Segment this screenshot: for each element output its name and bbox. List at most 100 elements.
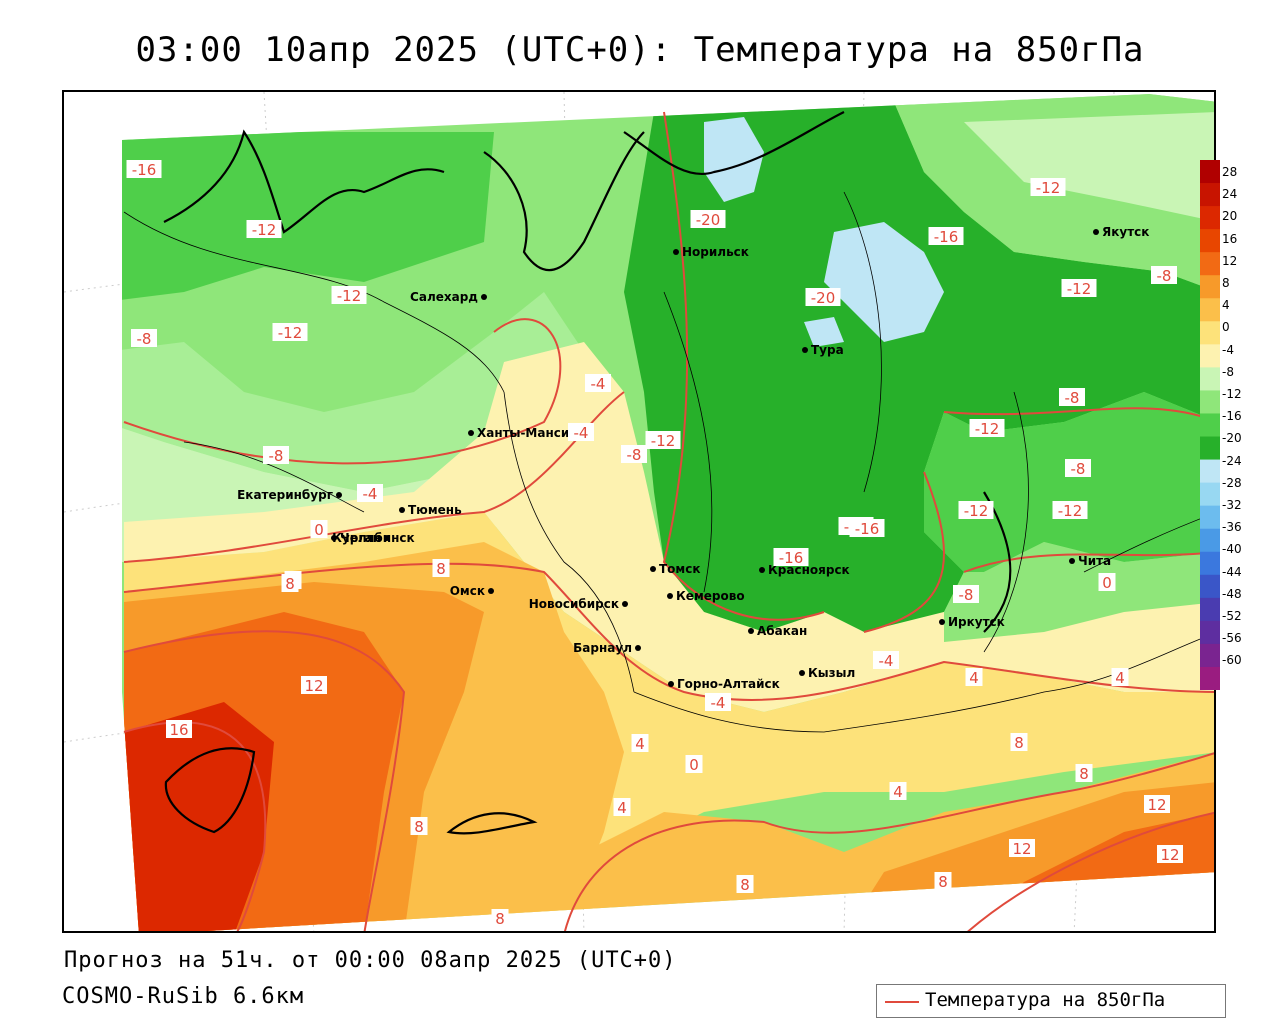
isotherm-label: 8 [1014, 734, 1024, 752]
isotherm-label: 4 [969, 669, 979, 687]
city-label: Салехард [410, 290, 478, 304]
colorbar-swatch [1200, 321, 1220, 345]
forecast-info: Прогноз на 51ч. от 00:00 08апр 2025 (UTC… [64, 948, 677, 973]
isotherm-label-bg [969, 419, 1005, 437]
city-marker [384, 535, 390, 541]
isotherm-label-bg [1052, 501, 1088, 519]
city-marker [331, 535, 337, 541]
city-marker [650, 566, 656, 572]
isotherm-label-bg [1009, 839, 1035, 857]
colorbar-tick-label: 12 [1222, 253, 1238, 268]
city-label: Горно-Алтайск [677, 677, 780, 691]
city-label: Кемерово [676, 589, 745, 603]
isotherm-label: -12 [1036, 179, 1061, 197]
colorbar-swatch [1200, 459, 1220, 484]
city-marker [799, 670, 805, 676]
city-label: Красноярск [768, 563, 850, 577]
isotherm-label: 0 [314, 521, 324, 539]
isotherm-label-bg [585, 374, 611, 392]
colorbar-swatch [1200, 528, 1220, 553]
city-marker [622, 601, 628, 607]
colorbar-swatch [1200, 597, 1220, 622]
colorbar-swatch [1200, 666, 1220, 690]
isotherm-label-bg [1098, 573, 1116, 591]
colorbar-swatch [1200, 551, 1220, 576]
isotherm-label: 12 [304, 677, 323, 695]
isotherm-label-bg [928, 227, 964, 245]
isotherm-label-bg [645, 431, 681, 449]
city-marker [481, 294, 487, 300]
colorbar-swatch [1200, 643, 1220, 668]
city-label: Новосибирск [529, 597, 619, 611]
isotherm-label-bg [613, 798, 631, 816]
isotherm-label: -12 [278, 324, 303, 342]
colorbar-tick-label: -8 [1222, 364, 1234, 379]
isotherm-label: -12 [964, 502, 989, 520]
isotherm-label: 4 [617, 799, 627, 817]
city-label: Ханты-Мансийск [477, 426, 593, 440]
city-marker [635, 645, 641, 651]
isotherm-label: -12 [1058, 502, 1083, 520]
isotherm-label-bg [491, 909, 509, 927]
colorbar-swatch [1200, 298, 1220, 322]
isotherm-label-bg [310, 520, 328, 538]
isotherm-label-bg [1010, 733, 1028, 751]
isotherm-label: 8 [414, 818, 424, 836]
colorbar-tick-label: -28 [1222, 475, 1242, 490]
city-label: Курган [332, 531, 381, 545]
city-marker [468, 430, 474, 436]
isotherm-label: -8 [269, 447, 284, 465]
isotherm-label-bg [889, 782, 907, 800]
colorbar-swatch [1200, 344, 1220, 368]
city-label: Чита [1078, 554, 1111, 568]
city-label: Кызыл [808, 666, 855, 680]
isotherm-label-bg [1061, 279, 1097, 297]
city-label: Якутск [1102, 225, 1149, 239]
colorbar-tick-label: -32 [1222, 498, 1242, 512]
isotherm-label: -12 [1067, 280, 1092, 298]
isotherm-label: -4 [574, 424, 589, 442]
isotherm-label: -12 [651, 432, 676, 450]
colorbar-tick-label: 20 [1222, 209, 1238, 224]
isotherm-label: -4 [591, 375, 606, 393]
colorbar-swatch [1200, 505, 1220, 530]
city-label: Томск [659, 562, 701, 576]
isotherm-label-bg [773, 548, 809, 566]
city-label: Омск [450, 584, 485, 598]
colorbar-swatch [1200, 252, 1220, 276]
colorbar-tick-label: 16 [1222, 231, 1238, 246]
admin-borders [123, 191, 1214, 733]
isotherm-label: -4 [363, 485, 378, 503]
isotherm-label: -8 [1071, 460, 1086, 478]
city-marker [668, 681, 674, 687]
isotherm-label-bg [263, 446, 289, 464]
isotherm-label-bg [272, 323, 308, 341]
isotherm-label-bg [705, 693, 731, 711]
isotherm-label: 8 [740, 876, 750, 894]
colorbar-tick-label: -56 [1222, 631, 1242, 646]
isotherm-label-bg [1144, 795, 1170, 813]
isotherm-label-bg [432, 559, 450, 577]
colorbar-tick-label: 28 [1222, 165, 1238, 179]
city-label: Челябинск [340, 531, 415, 545]
cities-layer: Салехард Норильск Тура Якутск Ханты-Мансийск… [237, 225, 1149, 691]
colorbar-tick-label: -24 [1222, 453, 1242, 468]
isotherm-label: 8 [1079, 765, 1089, 783]
colorbar-tick-label: -40 [1222, 542, 1242, 557]
colorbar [1200, 160, 1220, 690]
isotherm-label: -12 [337, 287, 362, 305]
colorbar-tick-label: -44 [1222, 564, 1242, 579]
isotherm-label-bg [690, 210, 726, 228]
isotherm-label: 16 [169, 721, 188, 739]
isotherm-label-bg [1075, 764, 1093, 782]
legend-line-swatch [885, 1001, 919, 1003]
colorbar-swatch [1200, 367, 1220, 391]
colorbar-tick-label: -20 [1222, 431, 1242, 446]
isotherm-label: 0 [1102, 574, 1112, 592]
colorbar-swatch [1200, 275, 1220, 299]
isotherm-label-bg [246, 220, 282, 238]
colorbar-tick-label: 8 [1222, 276, 1230, 290]
colorbar-swatch [1200, 390, 1220, 414]
isotherm-label-bg [873, 651, 899, 669]
city-marker [488, 588, 494, 594]
